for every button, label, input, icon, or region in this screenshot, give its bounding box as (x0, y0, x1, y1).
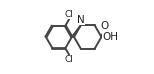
Text: Cl: Cl (65, 55, 73, 64)
Text: N: N (77, 15, 85, 25)
Text: Cl: Cl (65, 10, 73, 19)
Text: OH: OH (102, 32, 118, 42)
Text: O: O (101, 21, 109, 31)
